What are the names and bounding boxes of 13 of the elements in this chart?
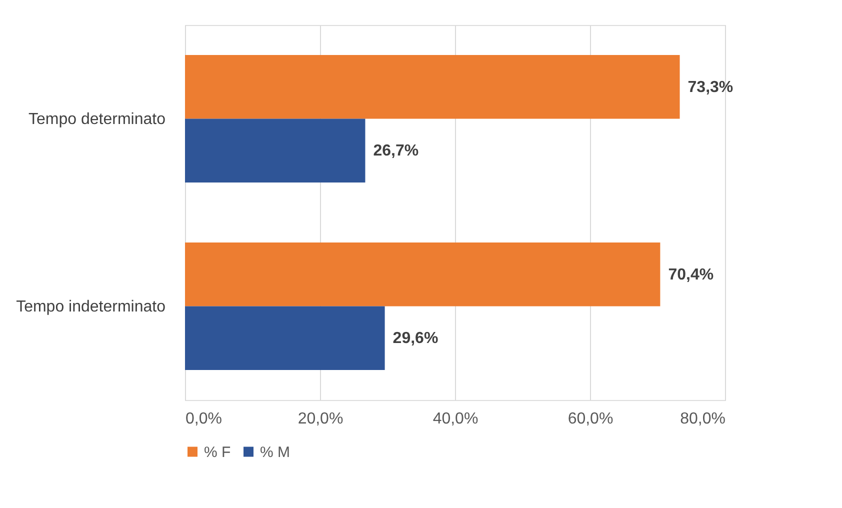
data-label: 73,3%	[688, 78, 734, 96]
y-tick-label: Tempo indeterminato	[16, 298, 166, 316]
data-label: 26,7%	[373, 142, 419, 160]
legend-label: % F	[204, 444, 231, 461]
x-tick-label: 40,0%	[432, 410, 478, 428]
y-tick-label: Tempo determinato	[28, 110, 166, 128]
legend-label: % M	[260, 444, 290, 461]
x-tick-label: 0,0%	[186, 410, 222, 428]
data-label: 29,6%	[392, 330, 438, 348]
x-tick-label: 20,0%	[298, 410, 344, 428]
x-tick-label: 60,0%	[568, 410, 614, 428]
x-tick-label: 80,0%	[680, 410, 726, 428]
data-label: 70,4%	[668, 266, 714, 284]
